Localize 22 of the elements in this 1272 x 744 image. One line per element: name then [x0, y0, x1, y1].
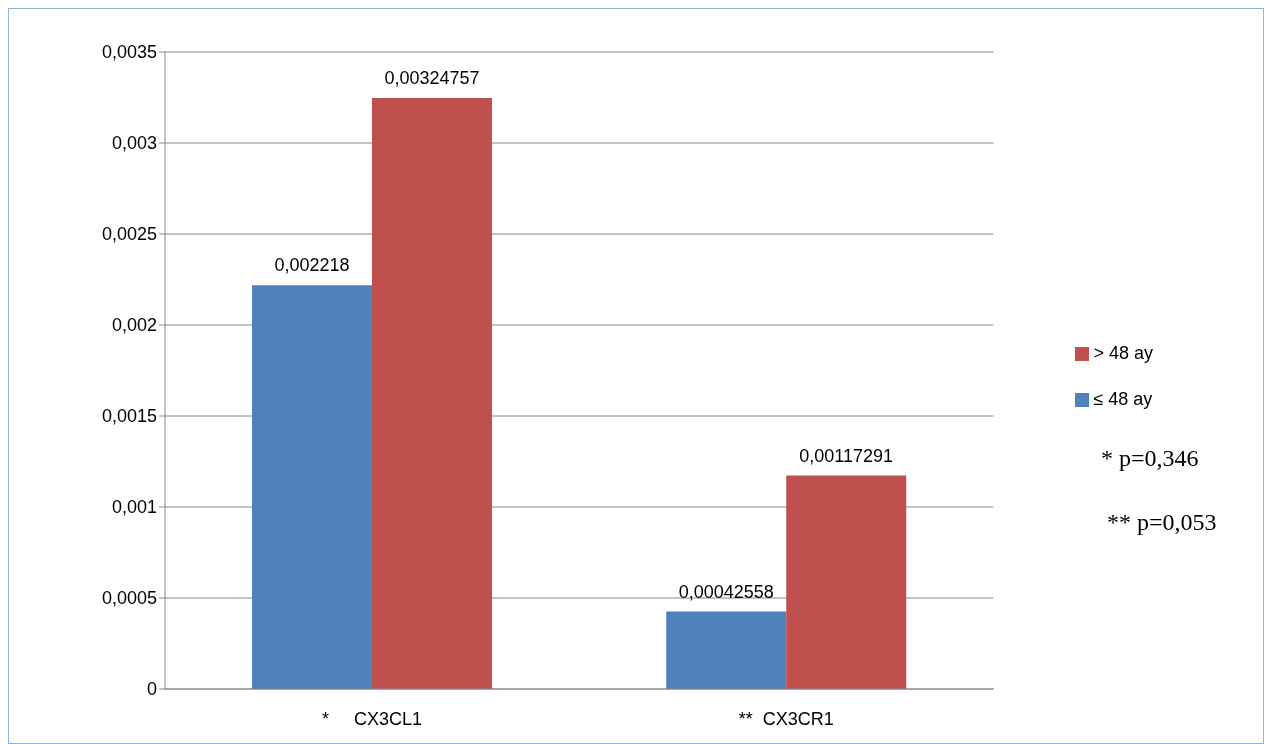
bar: [251, 285, 372, 689]
y-tick-label: 0,003: [111, 133, 157, 154]
data-label: 0,002218: [274, 255, 350, 276]
x-tick-label: ** CX3CR1: [738, 709, 834, 729]
bar: [786, 475, 907, 689]
legend-label: ≤ 48 ay: [1093, 389, 1153, 409]
data-label: 0,00324757: [384, 67, 480, 88]
data-label: 0,00042558: [678, 581, 774, 602]
y-tick-label: 0,0015: [101, 406, 157, 427]
bar: [666, 611, 787, 689]
text: ** p=0,053: [1107, 509, 1217, 536]
y-tick-label: 0,0025: [101, 224, 157, 245]
x-tick-label: * CX3CL1: [322, 709, 423, 729]
legend-label: > 48 ay: [1093, 343, 1153, 363]
y-tick-label: 0,002: [111, 315, 157, 336]
text: * p=0,346: [1101, 445, 1199, 472]
y-tick-label: 0,0005: [101, 588, 157, 609]
y-tick-label: 0,001: [111, 497, 157, 518]
bar: [371, 97, 492, 689]
y-tick-label: 0: [146, 679, 157, 700]
data-label: 0,00117291: [799, 445, 894, 466]
y-tick-label: 0,0035: [101, 42, 157, 63]
